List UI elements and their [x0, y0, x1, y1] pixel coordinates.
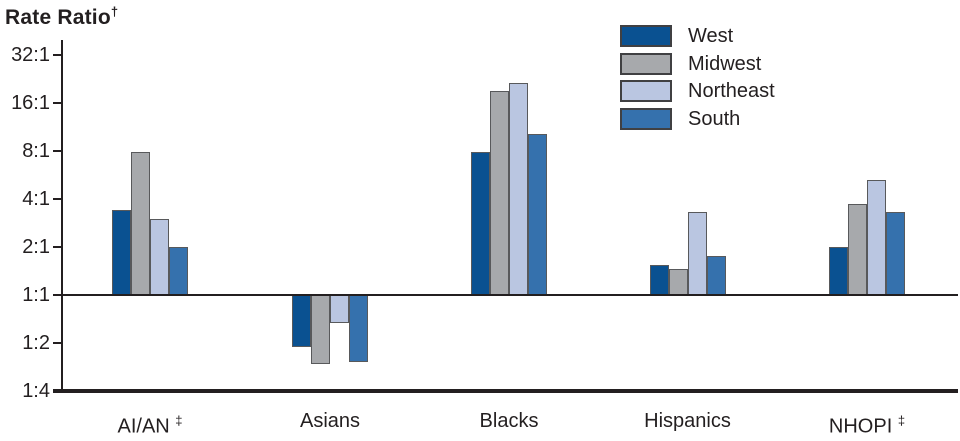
chart-title-dagger: † [110, 4, 119, 19]
y-tick-mark [53, 342, 62, 344]
bar-west-blacks [471, 152, 490, 296]
y-tick-mark [53, 294, 62, 296]
y-tick-label: 16:1 [11, 92, 50, 114]
chart-title-text: Rate Ratio [5, 6, 111, 29]
y-tick-mark [53, 198, 62, 200]
legend-item-south: South [620, 107, 775, 130]
bar-south-hispanics [706, 256, 726, 296]
bar-south-asians [349, 295, 368, 362]
y-tick-label: 8:1 [22, 140, 50, 162]
baseline-1to1 [62, 294, 958, 296]
bar-northeast-hispanics [687, 212, 707, 296]
y-tick-label: 4:1 [22, 188, 50, 210]
legend-swatch-northeast [620, 80, 672, 102]
bar-west-aian [112, 210, 131, 296]
legend-item-west: West [620, 25, 775, 47]
bar-northeast-aian [150, 219, 169, 296]
x-label-nhopi: NHOPI ‡ [828, 413, 906, 438]
legend-item-northeast: Northeast [620, 80, 775, 102]
y-tick-label: 1:1 [22, 284, 50, 306]
y-tick-mark [53, 150, 62, 152]
bar-midwest-hispanics [668, 269, 688, 296]
y-tick-label: 2:1 [22, 236, 50, 258]
bar-midwest-asians [311, 295, 330, 364]
legend-label-west: West [688, 25, 734, 47]
bar-west-nhopi [829, 247, 848, 296]
bar-south-blacks [528, 134, 547, 296]
bar-midwest-nhopi [848, 204, 867, 296]
y-tick-label: 1:4 [22, 380, 50, 402]
bar-south-aian [169, 247, 188, 296]
legend-swatch-midwest [620, 52, 672, 75]
x-label-asians: Asians [299, 410, 361, 432]
y-tick-label: 32:1 [11, 44, 50, 66]
legend-label-northeast: Northeast [688, 80, 775, 102]
bar-northeast-nhopi [867, 180, 886, 296]
x-axis-line [53, 389, 958, 393]
legend-label-south: South [688, 107, 741, 130]
legend-swatch-west [620, 25, 672, 47]
legend-swatch-south [620, 107, 672, 130]
x-label-aian: AI/AN ‡ [117, 413, 183, 438]
y-tick-mark [53, 102, 62, 104]
y-axis-line [61, 40, 63, 393]
bar-midwest-blacks [490, 91, 509, 296]
bar-west-asians [292, 295, 311, 347]
bar-south-nhopi [886, 212, 905, 296]
y-tick-label: 1:2 [22, 332, 50, 354]
y-tick-mark [53, 246, 62, 248]
x-label-hispanics: Hispanics [644, 410, 731, 432]
legend: West Midwest Northeast South [620, 25, 775, 130]
legend-label-midwest: Midwest [688, 52, 762, 75]
bar-northeast-asians [330, 295, 349, 323]
bar-west-hispanics [649, 265, 669, 296]
bar-midwest-aian [131, 152, 150, 296]
chart-title: Rate Ratio† [5, 4, 118, 30]
x-label-blacks: Blacks [479, 410, 539, 432]
legend-item-midwest: Midwest [620, 52, 775, 75]
y-tick-mark [53, 54, 62, 56]
bar-northeast-blacks [509, 83, 528, 296]
